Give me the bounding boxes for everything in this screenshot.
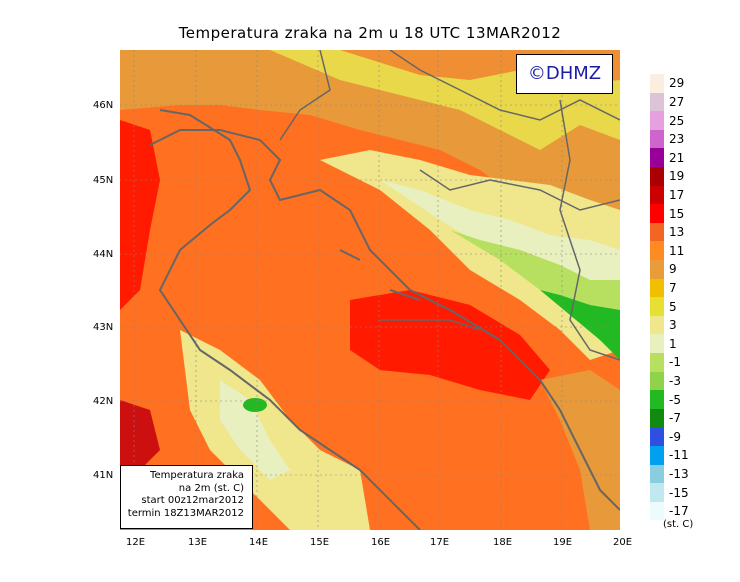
colorbar-swatch <box>650 129 664 149</box>
colorbar-swatch <box>650 334 664 353</box>
y-tick-43n: 43N <box>93 322 114 333</box>
info-line-2: na 2m (st. C) <box>178 482 244 494</box>
x-tick-13e: 13E <box>188 537 208 548</box>
field-dinaric-darkgreen <box>540 290 620 360</box>
colorbar-label: -1 <box>669 355 681 370</box>
colorbar-swatch <box>650 464 664 484</box>
colorbar-label: 21 <box>669 150 685 165</box>
field-italy-lightest <box>220 380 290 480</box>
x-tick-15e: 15E <box>310 537 330 548</box>
colorbar-label: -9 <box>669 429 681 444</box>
coastlines <box>149 50 620 530</box>
field-west-red <box>120 120 160 310</box>
y-tick-45n: 45N <box>93 175 114 186</box>
colorbar-label: -3 <box>669 373 681 388</box>
colorbar-label: 9 <box>669 262 677 277</box>
colorbar-label: 7 <box>669 280 677 295</box>
field-southwest-darkred <box>120 400 160 470</box>
colorbar-label: 25 <box>669 113 685 128</box>
y-tick-41n: 41N <box>93 470 114 481</box>
temperature-field <box>120 50 620 530</box>
colorbar-swatch <box>650 483 664 502</box>
colorbar-swatch <box>650 297 664 316</box>
info-line-3: start 00z12mar2012 <box>141 495 244 506</box>
colorbar-swatch <box>650 111 664 130</box>
colorbar-label: 17 <box>669 187 685 202</box>
x-tick-16e: 16E <box>371 537 391 548</box>
colorbar-swatch <box>650 74 664 93</box>
x-tick-19e: 19E <box>553 537 573 548</box>
colorbar-swatch <box>650 204 664 223</box>
field-dinaric-pale <box>320 150 620 360</box>
field-italy-pale <box>180 330 370 530</box>
colorbar-label: 1 <box>669 336 677 351</box>
colorbar-label: -13 <box>669 466 689 481</box>
colorbar-label: 13 <box>669 225 685 240</box>
colorbar-swatch <box>650 390 664 409</box>
colorbar-label: 15 <box>669 206 685 221</box>
x-tick-12e: 12E <box>126 537 146 548</box>
colorbar-swatch <box>650 371 664 391</box>
x-tick-17e: 17E <box>430 537 450 548</box>
field-adriatic-red <box>350 290 550 400</box>
colorbar-swatch <box>650 501 664 521</box>
x-tick-20e: 20E <box>613 537 633 548</box>
colorbar-label: -15 <box>669 485 689 500</box>
colorbar-swatch <box>650 260 664 279</box>
dhmz-copyright-logo: ©DHMZ <box>516 54 613 94</box>
info-line-1: Temperatura zraka <box>150 470 244 481</box>
colorbar-label: 11 <box>669 243 685 258</box>
info-box: Temperatura zraka na 2m (st. C) start 00… <box>120 465 253 529</box>
colorbar-label: -17 <box>669 504 689 519</box>
colorbar-swatch <box>650 167 664 186</box>
y-tick-46n: 46N <box>93 100 114 111</box>
colorbar-label: 23 <box>669 132 685 147</box>
colorbar-swatch <box>650 278 664 298</box>
colorbar-swatch <box>650 408 664 428</box>
colorbar-swatch <box>650 241 664 260</box>
colorbar-swatch <box>650 315 664 335</box>
info-line-4: termin 18Z13MAR2012 <box>127 507 244 519</box>
colorbar-swatch <box>650 222 664 242</box>
x-tick-18e: 18E <box>493 537 513 548</box>
colorbar-unit: (st. C) <box>663 519 694 530</box>
colorbar-swatch <box>650 148 664 167</box>
map-title: Temperatura zraka na 2m u 18 UTC 13MAR20… <box>178 24 562 42</box>
y-tick-44n: 44N <box>93 249 114 260</box>
colorbar-label: 5 <box>669 299 677 314</box>
colorbar-label: -11 <box>669 448 689 463</box>
colorbar-label: 29 <box>669 76 685 91</box>
colorbar-label: -7 <box>669 411 681 426</box>
field-italy-green-spot <box>243 398 267 412</box>
colorbar-swatch <box>650 427 664 446</box>
colorbar-swatch <box>650 185 664 205</box>
colorbar-label: 27 <box>669 94 685 109</box>
colorbar-label: -5 <box>669 392 681 407</box>
colorbar-label: 19 <box>669 169 685 184</box>
temperature-map <box>120 50 620 530</box>
colorbar-swatch <box>650 92 664 112</box>
colorbar-swatch <box>650 353 664 372</box>
x-tick-14e: 14E <box>249 537 269 548</box>
y-tick-42n: 42N <box>93 396 114 407</box>
colorbar-swatch <box>650 446 664 465</box>
colorbar-label: 3 <box>669 318 677 333</box>
